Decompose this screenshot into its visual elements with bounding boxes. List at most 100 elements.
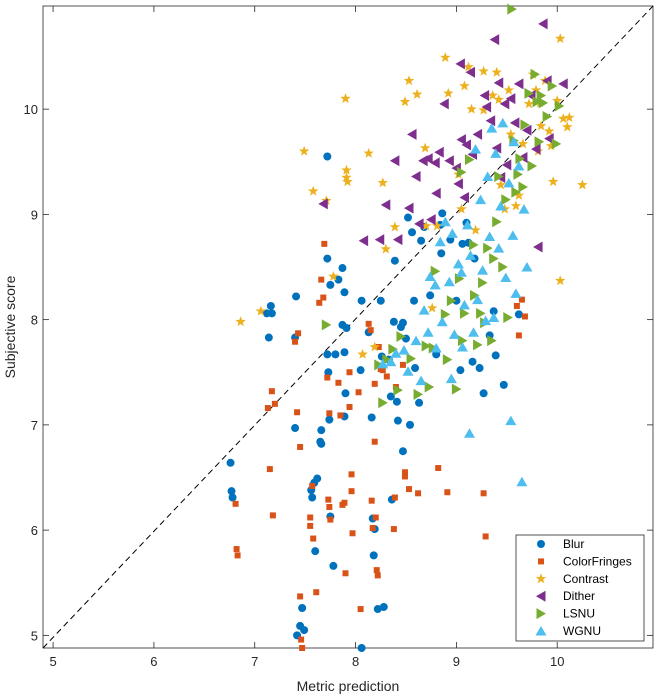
x-axis-label: Metric prediction xyxy=(297,678,400,694)
data-point-blur xyxy=(479,389,488,398)
data-point-blur xyxy=(392,397,401,406)
data-point-wgnu xyxy=(513,160,525,171)
data-point-colorfringes xyxy=(348,488,355,495)
data-point-colorfringes xyxy=(335,379,342,386)
data-point-contrast xyxy=(440,52,451,63)
data-point-colorfringes xyxy=(313,589,320,596)
data-point-blur xyxy=(341,389,350,398)
data-point-wgnu xyxy=(500,272,512,283)
data-point-contrast xyxy=(493,94,504,105)
data-point-blur xyxy=(340,348,349,357)
data-point-lsnu xyxy=(511,186,521,198)
data-point-dither xyxy=(505,93,516,105)
data-point-contrast xyxy=(426,302,438,313)
data-point-contrast xyxy=(555,33,566,44)
data-point-dither xyxy=(453,178,463,190)
data-point-contrast xyxy=(340,93,351,104)
data-point-dither xyxy=(389,155,400,167)
data-point-colorfringes xyxy=(310,535,317,542)
data-point-contrast xyxy=(491,66,502,77)
data-point-contrast xyxy=(551,95,563,106)
data-point-contrast xyxy=(419,142,431,153)
data-point-lsnu xyxy=(492,216,502,228)
data-point-blur xyxy=(323,350,332,359)
data-point-contrast xyxy=(377,177,389,188)
data-point-dither xyxy=(521,124,532,136)
data-point-colorfringes xyxy=(325,496,332,503)
x-tick-label: 8 xyxy=(352,654,359,669)
data-point-colorfringes xyxy=(326,503,333,510)
data-point-wgnu xyxy=(516,476,528,487)
data-point-colorfringes xyxy=(372,514,379,521)
data-point-colorfringes xyxy=(349,530,356,537)
data-point-lsnu xyxy=(321,319,332,331)
data-point-wgnu xyxy=(465,250,477,260)
data-point-wgnu xyxy=(455,267,467,277)
data-point-lsnu xyxy=(446,295,457,307)
data-point-colorfringes xyxy=(309,482,316,489)
data-point-contrast xyxy=(523,98,535,109)
legend-label-contrast: Contrast xyxy=(563,572,609,586)
data-point-dither xyxy=(407,128,417,140)
data-point-colorfringes xyxy=(367,327,374,334)
data-point-dither xyxy=(509,117,520,129)
data-point-lsnu xyxy=(507,3,517,15)
data-point-dither xyxy=(431,187,441,199)
data-point-blur xyxy=(313,474,322,483)
data-point-wgnu xyxy=(458,299,470,310)
data-point-contrast xyxy=(363,147,374,158)
data-point-colorfringes xyxy=(371,438,378,445)
data-point-contrast xyxy=(545,140,557,151)
data-point-dither xyxy=(318,198,328,210)
data-point-dither xyxy=(380,199,391,211)
data-point-colorfringes xyxy=(371,380,378,387)
data-point-colorfringes xyxy=(298,636,305,643)
data-point-blur xyxy=(408,228,417,237)
data-point-wgnu xyxy=(495,200,507,211)
data-point-dither xyxy=(430,157,440,169)
data-point-blur xyxy=(311,547,320,556)
legend-marker-wgnu xyxy=(535,626,547,636)
data-point-blur xyxy=(393,416,402,425)
data-point-blur xyxy=(356,366,365,375)
data-point-colorfringes xyxy=(232,500,239,507)
data-point-dither xyxy=(501,159,512,171)
data-point-colorfringes xyxy=(379,367,386,374)
data-point-wgnu xyxy=(503,177,515,188)
data-point-wgnu xyxy=(445,373,457,384)
data-point-lsnu xyxy=(513,168,523,180)
data-point-colorfringes xyxy=(348,471,355,478)
data-point-lsnu xyxy=(470,289,480,301)
data-point-colorfringes xyxy=(357,606,364,613)
data-point-blur xyxy=(325,415,334,424)
data-point-contrast xyxy=(558,113,569,124)
data-point-lsnu xyxy=(527,160,538,172)
data-point-colorfringes xyxy=(342,570,349,577)
data-point-blur xyxy=(324,368,333,377)
data-point-lsnu xyxy=(478,277,488,289)
data-point-colorfringes xyxy=(383,373,390,380)
data-point-colorfringes xyxy=(316,299,323,306)
data-point-wgnu xyxy=(452,258,464,269)
data-point-dither xyxy=(533,241,543,253)
data-point-dither xyxy=(489,34,500,46)
data-point-blur xyxy=(456,366,465,375)
data-point-blur xyxy=(452,296,461,305)
data-point-colorfringes xyxy=(401,473,408,480)
x-tick-label: 5 xyxy=(49,654,56,669)
data-point-wgnu xyxy=(510,288,522,298)
data-point-lsnu xyxy=(456,166,467,178)
data-point-wgnu xyxy=(436,316,448,327)
data-point-blur xyxy=(403,213,412,222)
data-point-contrast xyxy=(328,270,339,281)
data-point-dither xyxy=(465,66,476,78)
data-point-dither xyxy=(358,235,369,247)
data-point-blur xyxy=(317,426,326,435)
data-point-contrast xyxy=(478,104,489,115)
data-point-contrast xyxy=(547,176,559,187)
data-point-contrast xyxy=(503,84,515,95)
data-point-contrast xyxy=(562,121,573,132)
data-point-wgnu xyxy=(472,294,484,305)
data-point-blur xyxy=(426,291,435,300)
data-point-colorfringes xyxy=(307,514,314,521)
